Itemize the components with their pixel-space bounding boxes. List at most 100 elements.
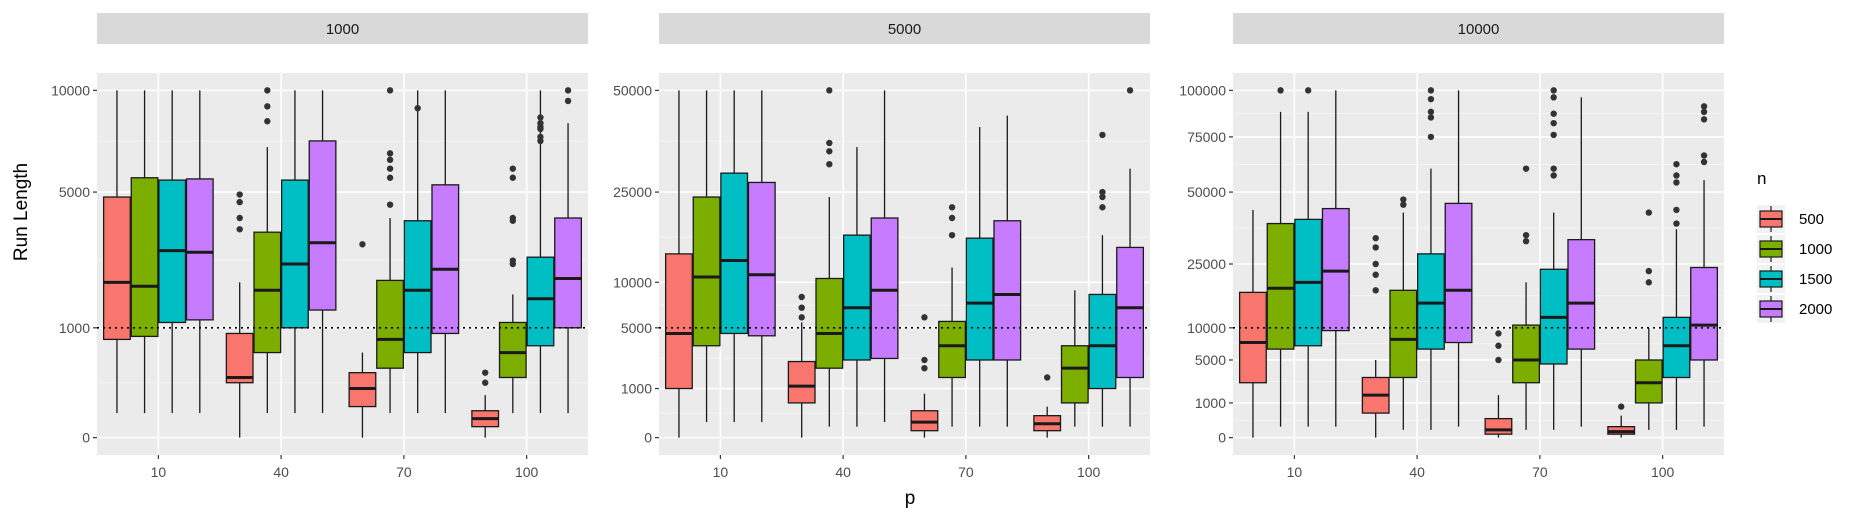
y-tick-label: 10000 xyxy=(51,82,90,98)
outlier-point xyxy=(1673,179,1680,186)
x-tick-label: 10 xyxy=(713,464,729,480)
box-iqr xyxy=(403,220,432,354)
box-p100-n1500 xyxy=(526,90,555,414)
outlier-point xyxy=(414,104,421,112)
box-iqr xyxy=(787,360,816,404)
outlier-point xyxy=(1372,271,1379,278)
box-iqr xyxy=(185,178,214,321)
outlier-point xyxy=(798,293,805,301)
box-p100-n1000 xyxy=(1060,290,1089,427)
box-p10-n1000 xyxy=(1266,87,1295,427)
outlier-point xyxy=(1673,172,1680,179)
outlier-point xyxy=(236,226,243,233)
outlier-point xyxy=(1550,119,1557,127)
outlier-point xyxy=(1645,279,1653,286)
outlier-point xyxy=(1427,108,1435,116)
outlier-point xyxy=(386,150,394,157)
box-iqr xyxy=(1444,202,1473,344)
outlier-point xyxy=(826,87,833,94)
box-iqr xyxy=(1484,417,1513,435)
box-p70-n500 xyxy=(910,314,939,438)
box-p40-n1000 xyxy=(253,87,282,414)
box-p100-n500 xyxy=(1607,403,1636,438)
box-p70-n1500 xyxy=(403,90,432,414)
y-tick-label: 100000 xyxy=(1179,82,1226,98)
outlier-point xyxy=(798,314,805,321)
outlier-point xyxy=(1372,234,1379,242)
outlier-point xyxy=(1700,158,1708,166)
x-tick-label: 70 xyxy=(396,464,412,480)
box-iqr xyxy=(498,321,527,379)
box-p70-n1000 xyxy=(376,87,405,414)
box-iqr xyxy=(870,217,899,360)
outlier-point xyxy=(1400,196,1407,203)
x-tick-label: 70 xyxy=(1532,464,1548,480)
outlier-point xyxy=(1099,131,1106,139)
outlier-point xyxy=(826,148,833,155)
outlier-point xyxy=(948,214,956,222)
y-tick-label: 5000 xyxy=(59,184,90,200)
box-iqr xyxy=(1266,222,1295,350)
facet-strip xyxy=(659,13,1150,44)
box-p40-n1000 xyxy=(815,87,844,427)
y-axis-title: Run Length xyxy=(11,163,32,261)
box-p70-n1000 xyxy=(1512,165,1541,430)
outlier-point xyxy=(386,87,394,94)
box-p70-n500 xyxy=(1484,330,1513,438)
box-p10-n2000 xyxy=(1321,90,1350,427)
box-p70-n1500 xyxy=(965,127,994,427)
outlier-point xyxy=(1700,108,1708,116)
legend-title: n xyxy=(1757,169,1766,188)
outlier-point xyxy=(509,165,517,172)
outlier-point xyxy=(537,114,544,121)
box-p100-n2000 xyxy=(1116,87,1145,427)
y-tick-label: 50000 xyxy=(1187,184,1226,200)
box-p100-n2000 xyxy=(1690,103,1719,427)
box-iqr xyxy=(720,172,749,335)
box-p10-n2000 xyxy=(185,90,214,414)
box-iqr xyxy=(1238,291,1267,384)
outlier-point xyxy=(1372,287,1379,294)
outlier-point xyxy=(1495,342,1502,349)
box-p10-n500 xyxy=(664,90,693,438)
y-tick-label: 75000 xyxy=(1187,129,1226,145)
outlier-point xyxy=(1099,204,1106,211)
outlier-point xyxy=(1427,87,1435,94)
y-tick-label: 5000 xyxy=(621,320,652,336)
y-tick-label: 5000 xyxy=(1195,352,1226,368)
box-iqr xyxy=(225,332,254,384)
outlier-point xyxy=(1043,374,1051,381)
y-tick-label: 1000 xyxy=(621,381,652,397)
outlier-point xyxy=(1550,131,1557,139)
facet-panel-10000: 1000001000500010000250005000075000100000… xyxy=(1179,13,1724,480)
outlier-point xyxy=(386,174,394,181)
outlier-point xyxy=(826,139,833,147)
box-iqr xyxy=(1567,239,1596,350)
outlier-point xyxy=(798,304,805,311)
outlier-point xyxy=(264,118,271,125)
box-p40-n500 xyxy=(787,293,816,438)
box-iqr xyxy=(842,234,871,361)
outlier-point xyxy=(386,165,394,172)
outlier-point xyxy=(948,204,956,211)
box-p100-n500 xyxy=(1033,374,1062,438)
outlier-point xyxy=(826,160,833,168)
box-iqr xyxy=(1088,293,1117,390)
box-p70-n500 xyxy=(348,241,377,438)
outlier-point xyxy=(1400,201,1407,208)
y-tick-label: 0 xyxy=(1218,430,1226,446)
box-iqr xyxy=(692,196,721,347)
x-tick-label: 70 xyxy=(958,464,974,480)
box-p40-n500 xyxy=(225,191,254,438)
outlier-point xyxy=(1126,87,1134,94)
box-p40-n1500 xyxy=(842,147,871,427)
y-tick-label: 0 xyxy=(644,430,652,446)
box-iqr xyxy=(308,140,337,311)
box-iqr xyxy=(1512,324,1541,384)
box-iqr xyxy=(431,184,460,335)
x-axis-title: p xyxy=(905,488,916,509)
